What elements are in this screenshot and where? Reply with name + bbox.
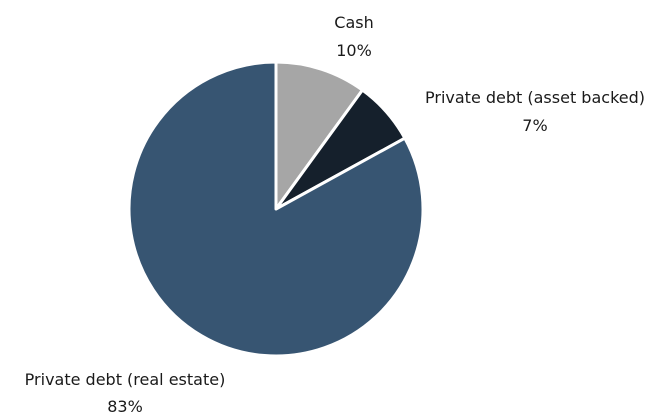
pie-slice-private-debt-real-estate [127,60,425,358]
slice-value-private-debt-asset-backed: 7% [522,116,547,135]
pie-slices [127,60,425,358]
pie-slice-cash [274,60,364,211]
slice-label-private-debt-real-estate: Private debt (real estate) [25,370,226,389]
slice-value-private-debt-real-estate: 83% [107,397,143,416]
slice-label-private-debt-asset-backed: Private debt (asset backed) [425,88,645,107]
slice-value-cash: 10% [336,41,372,60]
slice-label-cash: Cash [334,13,373,32]
